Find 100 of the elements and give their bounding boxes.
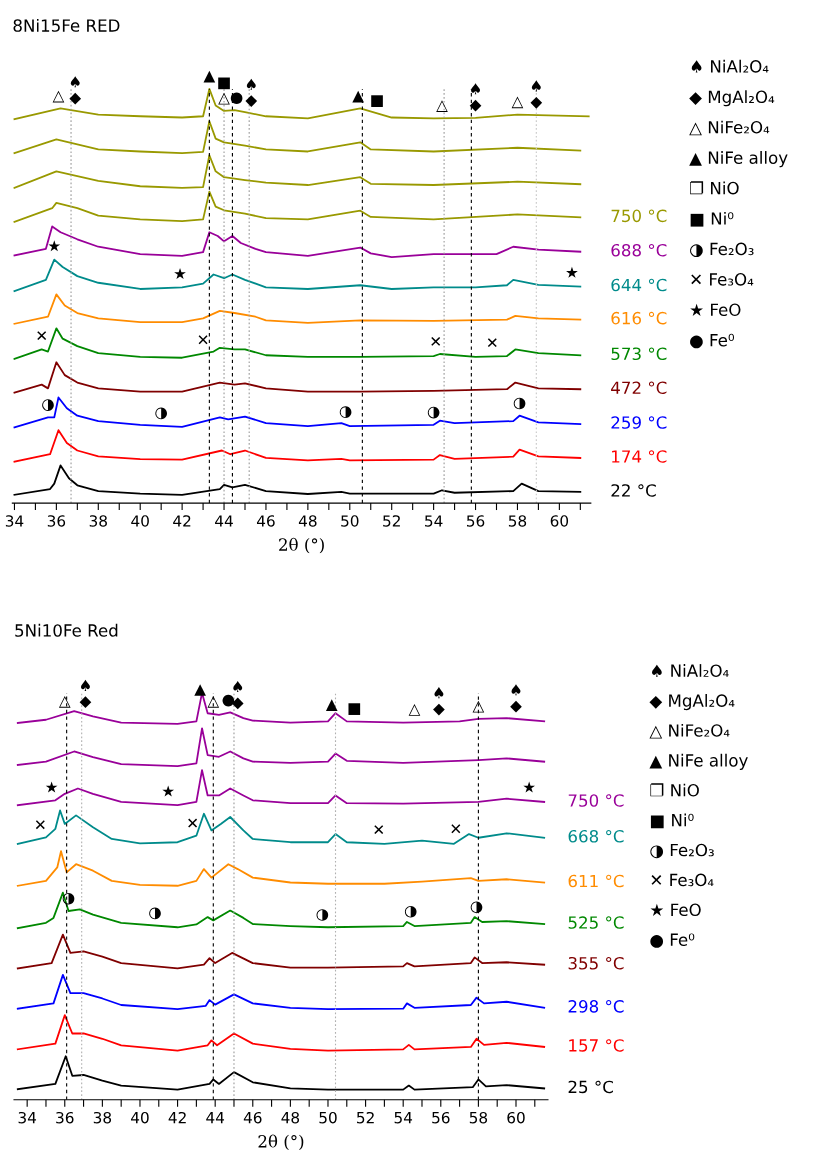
annotation: ◑: [42, 399, 54, 411]
annotation: ✕: [451, 824, 461, 834]
series-label: 525 °C: [568, 916, 624, 929]
annotation: ✕: [431, 336, 441, 346]
annotation: ◑: [155, 407, 167, 420]
text: ❐ NiO: [650, 783, 699, 797]
chart-title: 5Ni10Fe Red: [15, 623, 118, 637]
annotation: ♠: [246, 78, 256, 90]
text: ◑ Fe₂O₃: [650, 843, 714, 859]
text: ★ FeO: [690, 303, 741, 317]
annotation: ▲: [203, 70, 216, 83]
series-label: 22 °C: [611, 484, 656, 497]
x-tick-label: 38: [89, 515, 107, 527]
x-tick-label: 34: [5, 515, 24, 527]
series-label: 644 °C: [611, 278, 667, 292]
series-label: 259 °C: [611, 416, 667, 429]
text: ● Fe⁰: [650, 933, 695, 948]
annotation: ♠: [81, 679, 90, 691]
annotation: ◑: [513, 397, 526, 410]
annotation: ◑: [404, 905, 417, 918]
text: △ NiFe₂O₄: [649, 723, 730, 739]
x-tick-label: 34: [18, 1111, 37, 1124]
text: ★ FeO: [650, 903, 701, 917]
annotation: ♠: [434, 687, 444, 699]
x-tick-label: 52: [383, 515, 400, 527]
series-label: 472 °C: [611, 381, 667, 395]
series-label: 157 °C: [569, 1039, 624, 1052]
x-tick-label: 58: [508, 515, 527, 527]
x-tick-label: 58: [469, 1111, 488, 1124]
annotation: ●: [222, 694, 235, 707]
series-label: 688 °C: [611, 243, 667, 257]
annotation: ◑: [149, 907, 161, 920]
x-axis-title: 2θ (°): [279, 537, 324, 554]
annotation: ★: [45, 781, 58, 793]
x-tick-label: 60: [507, 1111, 525, 1124]
annotation: △: [52, 90, 65, 103]
annotation: ◆: [510, 700, 522, 713]
text: ♠ NiAl₂O₄: [652, 664, 729, 678]
annotation: ◑: [427, 406, 440, 419]
annotation: ◑: [339, 406, 352, 419]
annotation: ♠: [70, 76, 80, 88]
text: ▲ NiFe alloy: [649, 753, 748, 770]
annotation: ★: [523, 781, 536, 793]
annotation: ◆: [69, 92, 82, 105]
annotation: ▲: [194, 684, 206, 696]
x-tick-label: 52: [357, 1111, 374, 1124]
series-label: 298 °C: [568, 1000, 624, 1013]
annotation: △: [408, 704, 421, 716]
x-tick-label: 56: [467, 515, 485, 527]
x-tick-label: 50: [341, 515, 359, 527]
annotation: ◑: [470, 901, 483, 914]
text: ■ Ni⁰: [650, 813, 694, 829]
annotation: ■: [348, 703, 361, 715]
x-tick-label: 40: [131, 515, 149, 527]
x-tick-label: 44: [206, 1112, 225, 1124]
annotation: ★: [162, 785, 175, 797]
annotation: △: [472, 700, 485, 713]
text: ♠ NiAl₂O₄: [691, 59, 769, 73]
annotation: △: [436, 100, 448, 112]
x-tick-label: 54: [394, 1112, 413, 1124]
annotation: ◆: [79, 696, 92, 709]
annotation: ◑: [316, 909, 329, 921]
text: ✕ Fe₃O₄: [651, 873, 714, 887]
series-label: 355 °C: [568, 956, 624, 970]
series-label: 668 °C: [568, 829, 624, 843]
x-tick-label: 56: [432, 1111, 450, 1124]
series-label: 611 °C: [568, 874, 624, 888]
text: ❐ NiO: [690, 181, 739, 195]
annotation: ♠: [233, 680, 243, 693]
series-label: 616 °C: [611, 311, 667, 325]
annotation: ✕: [37, 331, 47, 341]
x-tick-label: 48: [281, 1111, 300, 1124]
annotation: ●: [230, 92, 243, 105]
annotation: ★: [566, 266, 578, 278]
annotation: ▲: [352, 90, 364, 103]
annotation: ■: [218, 77, 230, 90]
series-label: 573 °C: [611, 347, 667, 361]
x-tick-label: 42: [173, 515, 191, 527]
text: ◑ Fe₂O₃: [690, 242, 754, 258]
x-tick-label: 50: [319, 1111, 337, 1124]
annotation: ◆: [469, 99, 482, 112]
x-tick-label: 44: [215, 515, 233, 527]
x-tick-label: 54: [425, 515, 443, 527]
annotation: ♠: [511, 684, 521, 696]
annotation: ✕: [188, 818, 198, 828]
annotation: △: [207, 695, 220, 708]
annotation: ■: [371, 95, 383, 107]
x-tick-label: 46: [256, 515, 275, 527]
annotation: ✕: [487, 338, 497, 348]
text: ● Fe⁰: [690, 333, 735, 349]
annotation: △: [58, 695, 71, 708]
text: △ NiFe₂O₄: [689, 120, 770, 136]
annotation: ♠: [531, 80, 541, 92]
x-tick-label: 38: [93, 1111, 112, 1124]
text: ◆ MgAl₂O₄: [649, 694, 735, 711]
annotation: △: [218, 92, 230, 105]
annotation: ◆: [433, 703, 445, 716]
annotation: ◆: [530, 96, 543, 109]
chart-title: 8Ni15Fe RED: [13, 18, 120, 32]
series-label: 750 °C: [611, 209, 667, 223]
